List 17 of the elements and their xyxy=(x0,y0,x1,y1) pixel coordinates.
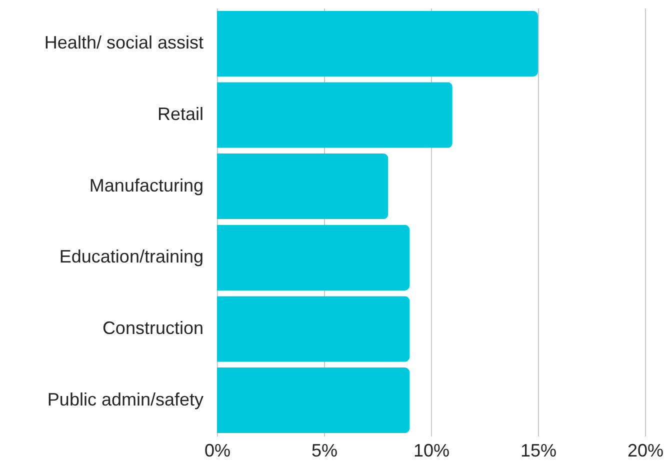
y-tick-label: Manufacturing xyxy=(89,175,204,196)
x-tick-label: 10% xyxy=(413,440,450,460)
y-tick-label: Public admin/safety xyxy=(47,389,204,410)
y-tick-label: Retail xyxy=(157,104,204,124)
x-tick-label: 5% xyxy=(311,440,338,460)
bar xyxy=(217,82,452,148)
x-tick-label: 20% xyxy=(627,440,664,460)
x-tick-label: 0% xyxy=(204,440,231,460)
y-tick-label: Health/ social assist xyxy=(44,32,204,53)
x-tick-label: 15% xyxy=(520,440,557,460)
bar xyxy=(217,296,410,362)
bar xyxy=(217,368,410,434)
bar xyxy=(217,154,388,220)
y-tick-label: Education/training xyxy=(59,246,204,267)
y-tick-label: Construction xyxy=(102,318,204,338)
bar xyxy=(217,224,410,290)
bar xyxy=(217,10,538,76)
